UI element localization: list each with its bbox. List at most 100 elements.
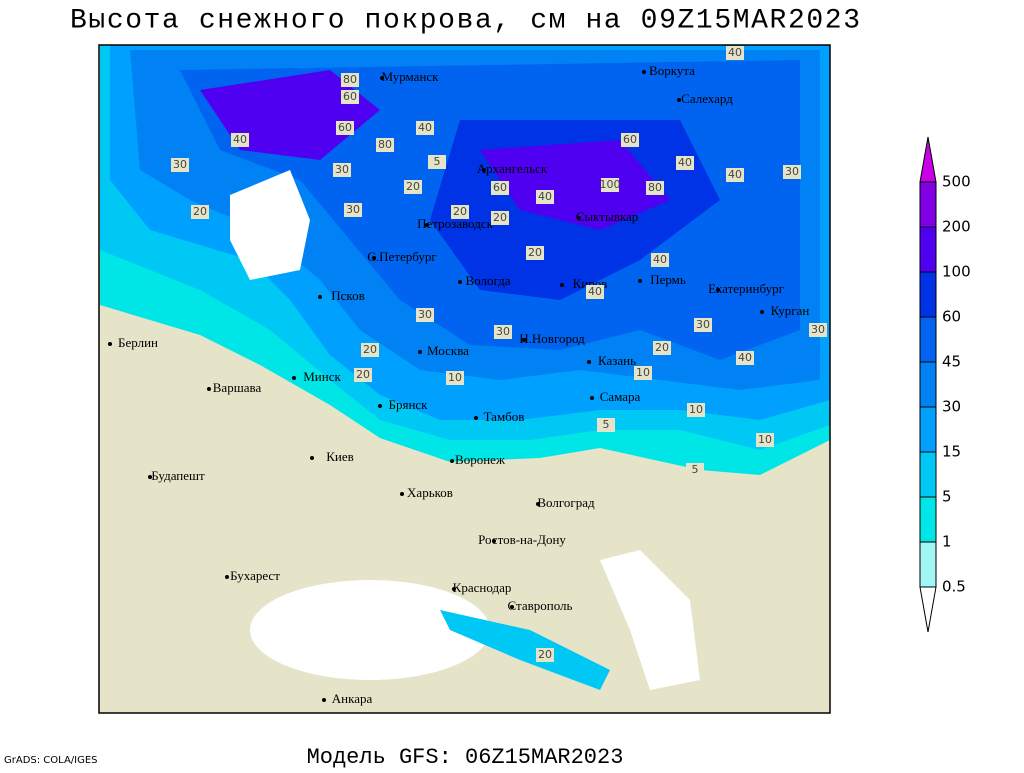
contour-label: 20 <box>493 211 507 224</box>
contour-label-bg <box>416 308 434 322</box>
contour-label-bg <box>344 203 362 217</box>
city-dot <box>716 288 720 292</box>
city-label: Москва <box>427 343 469 358</box>
colorbar-label: 0.5 <box>942 578 966 596</box>
contour-label: 20 <box>528 246 542 259</box>
city-dot <box>510 605 514 609</box>
colorbar-bin <box>919 541 937 588</box>
city-dot <box>638 279 642 283</box>
city-label: Брянск <box>389 397 429 412</box>
contour-label-bg <box>651 253 669 267</box>
city-label: Самара <box>600 389 641 404</box>
colorbar-label: 30 <box>942 398 961 416</box>
contour-label: 80 <box>343 73 357 86</box>
contour-label-bg <box>341 90 359 104</box>
contour-label-bg <box>586 285 604 299</box>
black-sea <box>250 580 490 680</box>
city-label: Воркута <box>649 63 695 78</box>
contour-label: 20 <box>453 205 467 218</box>
map-labels: Мурманск Воркута Салехард Архангельск Сыктыв… <box>108 46 827 706</box>
contour-label: 100 <box>600 178 621 191</box>
contour-label-bg <box>446 371 464 385</box>
colorbar-bin <box>919 496 937 543</box>
contour-label: 20 <box>363 343 377 356</box>
city-label: С.Петербург <box>367 249 436 264</box>
colorbar-high <box>919 136 937 183</box>
contour-label: 30 <box>496 325 510 338</box>
city-label: Сыктывкар <box>576 209 639 224</box>
city-dot <box>372 256 376 260</box>
city-dot <box>474 416 478 420</box>
contour-label-bg <box>404 180 422 194</box>
city-label: Ставрополь <box>508 598 573 613</box>
city-label: Воронеж <box>455 452 506 467</box>
contour-label-bg <box>171 158 189 172</box>
colorbar-label: 60 <box>942 308 961 326</box>
city-dot <box>418 350 422 354</box>
contour-label-bg <box>491 181 509 195</box>
contour-label: 5 <box>603 418 610 431</box>
contour-label: 5 <box>434 155 441 168</box>
colorbar-low <box>919 586 937 633</box>
contour-label-bg <box>336 121 354 135</box>
colorbar-bin <box>919 316 937 363</box>
contour-label: 20 <box>655 341 669 354</box>
city-dot <box>492 539 496 543</box>
contour-label: 20 <box>193 205 207 218</box>
city-label: Петрозаводск <box>417 216 493 231</box>
city-dot <box>760 310 764 314</box>
contour-label: 5 <box>692 463 699 476</box>
city-dot <box>318 295 322 299</box>
city-label: Киев <box>326 449 354 464</box>
city-label: Казань <box>598 353 636 368</box>
contour-label-bg <box>736 351 754 365</box>
contour-label: 40 <box>653 253 667 266</box>
contour-label: 40 <box>738 351 752 364</box>
city-label: Варшава <box>213 380 262 395</box>
contour-label: 60 <box>338 121 352 134</box>
city-label: Анкара <box>332 691 373 706</box>
title: Высота снежного покрова, см на 09Z15MAR2… <box>70 5 860 36</box>
contour-label-bg <box>653 341 671 355</box>
city-label: Волгоград <box>537 495 595 510</box>
contour-label-bg <box>676 156 694 170</box>
colorbar-bin <box>919 361 937 408</box>
city-dot <box>400 492 404 496</box>
colorbar-label: 100 <box>942 263 971 281</box>
city-dot <box>450 459 454 463</box>
city-dot <box>482 168 486 172</box>
colorbar-label: 45 <box>942 353 961 371</box>
city-dot <box>310 456 314 460</box>
map-frame <box>98 44 831 714</box>
city-label: Тамбов <box>484 409 525 424</box>
contour-label: 40 <box>418 121 432 134</box>
colorbar-bin <box>919 406 937 453</box>
contour-label: 20 <box>356 368 370 381</box>
contour-label: 10 <box>689 403 703 416</box>
contour-label-bg <box>526 246 544 260</box>
contour-label: 30 <box>785 165 799 178</box>
colorbar-label: 15 <box>942 443 961 461</box>
contour-label: 60 <box>623 133 637 146</box>
city-dot <box>322 698 326 702</box>
contour-label: 40 <box>728 46 742 59</box>
city-dot <box>425 223 429 227</box>
contour-label: 20 <box>538 648 552 661</box>
snow-100 <box>480 140 670 230</box>
contour-label-bg <box>601 178 619 192</box>
contour-label-bg <box>416 121 434 135</box>
colorbar-bin <box>919 451 937 498</box>
contour-label-bg <box>686 463 704 477</box>
map <box>98 44 831 714</box>
contour-label-bg <box>621 133 639 147</box>
contour-label: 30 <box>346 203 360 216</box>
city-label: Ростов-на-Дону <box>478 532 566 547</box>
contour-label: 40 <box>538 190 552 203</box>
city-dot <box>292 376 296 380</box>
city-dot <box>587 360 591 364</box>
city-dot <box>225 575 229 579</box>
colorbar-bin <box>919 226 937 273</box>
colorbar-label: 200 <box>942 218 971 236</box>
city-dot <box>452 587 456 591</box>
